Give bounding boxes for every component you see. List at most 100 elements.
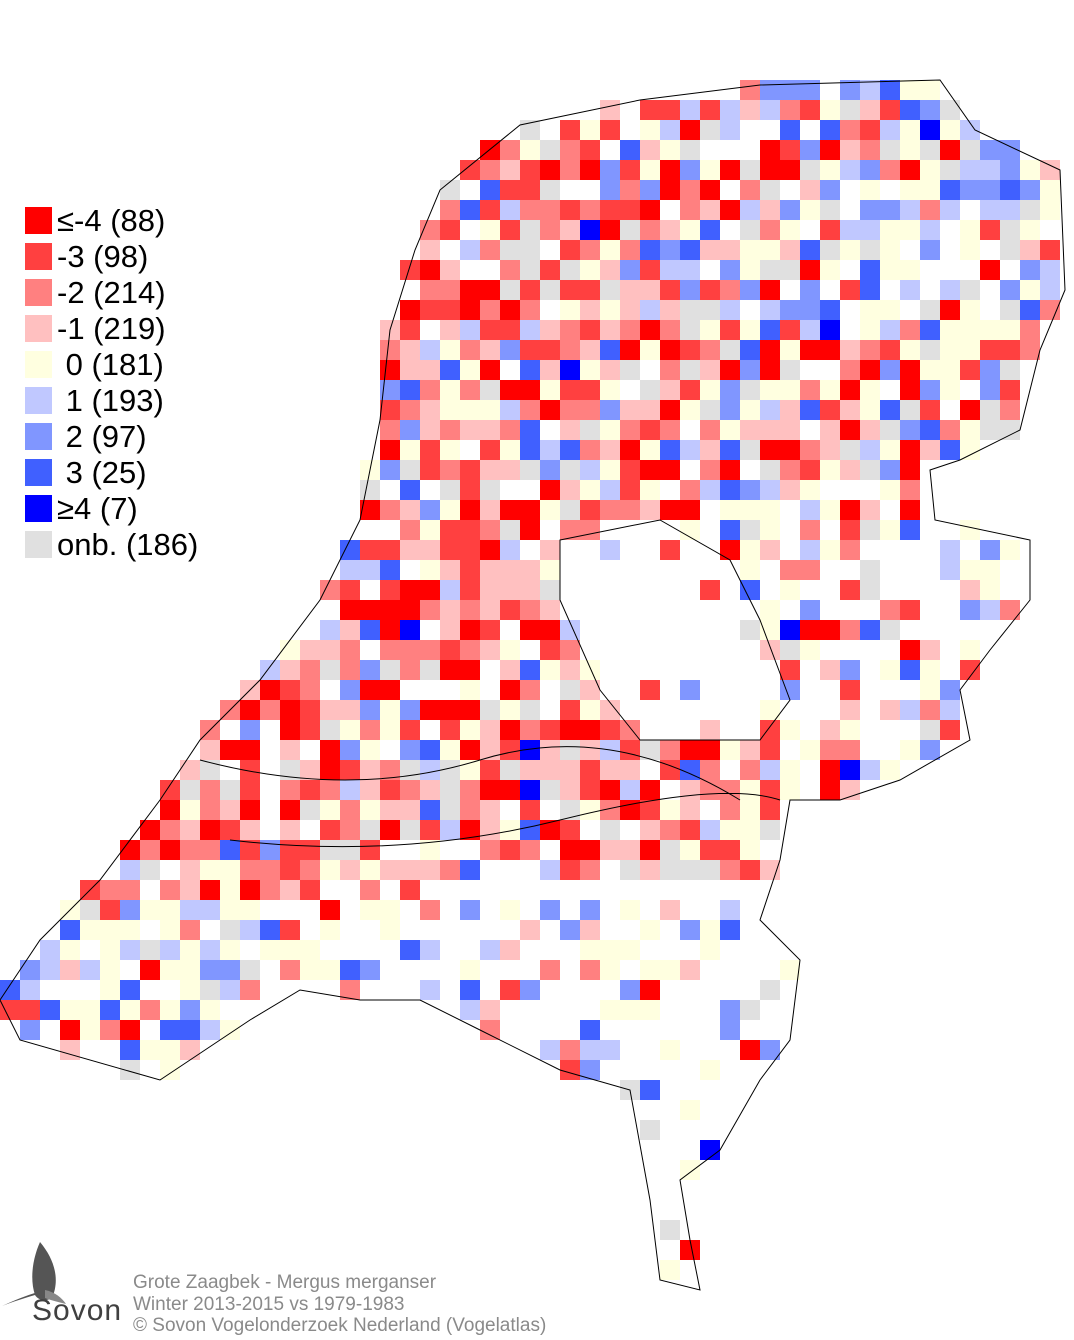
grid-cell	[920, 400, 940, 420]
grid-cell	[300, 640, 320, 660]
grid-cell	[800, 520, 820, 540]
grid-cell	[200, 940, 220, 960]
grid-cell	[860, 140, 880, 160]
grid-cell	[760, 540, 780, 560]
grid-cell	[520, 920, 540, 940]
grid-cell	[600, 820, 620, 840]
grid-cell	[540, 640, 560, 660]
grid-cell	[900, 520, 920, 540]
grid-cell	[740, 500, 760, 520]
legend-item: ≤-4 (88)	[25, 202, 198, 238]
grid-cell	[440, 360, 460, 380]
grid-cell	[1020, 180, 1040, 200]
grid-cell	[380, 640, 400, 660]
grid-cell	[660, 380, 680, 400]
grid-cell	[680, 260, 700, 280]
grid-cell	[120, 840, 140, 860]
grid-cell	[600, 200, 620, 220]
country-outline	[0, 79, 1066, 1291]
grid-cell	[620, 420, 640, 440]
grid-cell	[780, 240, 800, 260]
grid-cell	[960, 280, 980, 300]
grid-cell	[320, 800, 340, 820]
legend-swatch	[25, 206, 52, 234]
grid-cell	[940, 360, 960, 380]
grid-cell	[380, 340, 400, 360]
grid-cell	[680, 320, 700, 340]
grid-cell	[660, 100, 680, 120]
grid-cell	[180, 1020, 200, 1040]
grid-cell	[560, 520, 580, 540]
grid-cell	[360, 720, 380, 740]
grid-cell	[480, 600, 500, 620]
grid-cell	[800, 160, 820, 180]
grid-cell	[480, 700, 500, 720]
grid-cell	[500, 660, 520, 680]
grid-cell	[380, 560, 400, 580]
grid-cell	[800, 460, 820, 480]
grid-cell	[760, 240, 780, 260]
grid-cell	[540, 360, 560, 380]
grid-cell	[620, 180, 640, 200]
grid-cell	[100, 940, 120, 960]
grid-cell	[600, 280, 620, 300]
grid-cell	[780, 380, 800, 400]
grid-cell	[600, 780, 620, 800]
grid-cell	[480, 220, 500, 240]
grid-cell	[820, 440, 840, 460]
grid-cell	[320, 900, 340, 920]
grid-cell	[680, 500, 700, 520]
grid-cell	[500, 240, 520, 260]
grid-cell	[900, 120, 920, 140]
grid-cell	[540, 580, 560, 600]
grid-cell	[820, 100, 840, 120]
grid-cell	[760, 740, 780, 760]
grid-cell	[660, 360, 680, 380]
grid-cell	[840, 680, 860, 700]
grid-cell	[220, 780, 240, 800]
grid-cell	[1020, 320, 1040, 340]
grid-cell	[720, 240, 740, 260]
grid-cell	[860, 420, 880, 440]
grid-cell	[120, 980, 140, 1000]
legend-item: -3 (98)	[25, 238, 198, 274]
grid-cell	[960, 160, 980, 180]
grid-cell	[60, 960, 80, 980]
grid-cell	[240, 700, 260, 720]
grid-cell	[480, 540, 500, 560]
grid-cell	[980, 580, 1000, 600]
grid-cell	[520, 420, 540, 440]
grid-cell	[800, 380, 820, 400]
grid-cell	[320, 960, 340, 980]
grid-cell	[440, 300, 460, 320]
grid-cell	[180, 920, 200, 940]
grid-cell	[420, 240, 440, 260]
grid-cell	[700, 720, 720, 740]
grid-cell	[580, 480, 600, 500]
grid-cell	[540, 440, 560, 460]
grid-cell	[500, 380, 520, 400]
grid-cell	[460, 520, 480, 540]
grid-cell	[580, 780, 600, 800]
grid-cell	[300, 940, 320, 960]
grid-cell	[780, 440, 800, 460]
grid-cell	[480, 360, 500, 380]
grid-cell	[720, 260, 740, 280]
grid-cell	[640, 300, 660, 320]
legend-item: onb. (186)	[25, 526, 198, 562]
grid-cell	[980, 360, 1000, 380]
grid-cell	[380, 920, 400, 940]
grid-cell	[900, 340, 920, 360]
grid-cell	[840, 740, 860, 760]
grid-cell	[340, 780, 360, 800]
grid-cell	[900, 460, 920, 480]
grid-cell	[420, 900, 440, 920]
grid-cell	[360, 760, 380, 780]
grid-cell	[740, 340, 760, 360]
grid-cell	[540, 720, 560, 740]
grid-cell	[760, 440, 780, 460]
grid-cell	[660, 280, 680, 300]
grid-cell	[460, 420, 480, 440]
grid-cell	[660, 1260, 680, 1280]
grid-cell	[940, 300, 960, 320]
